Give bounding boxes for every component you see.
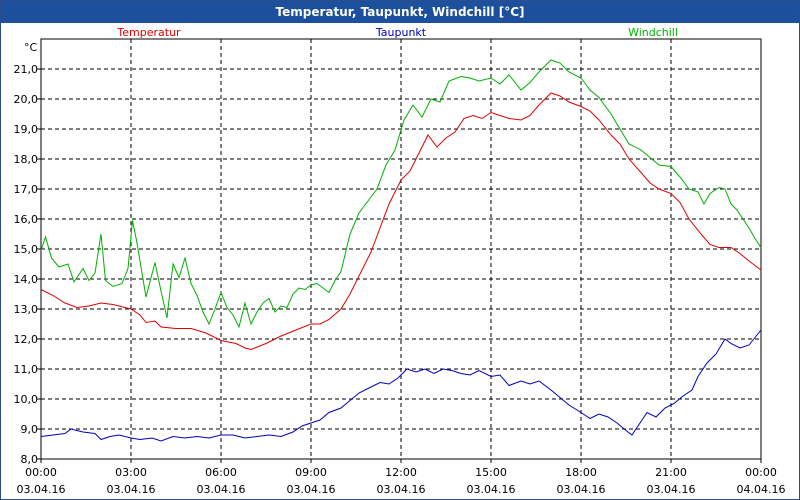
x-tick-time: 18:00 [565, 466, 597, 479]
y-tick-label: 11,0 [14, 363, 39, 376]
x-tick-date: 03.04.16 [377, 483, 426, 496]
window-title: Temperatur, Taupunkt, Windchill [°C] [1, 1, 799, 23]
x-tick-date: 03.04.16 [197, 483, 246, 496]
x-tick-time: 00:00 [25, 466, 57, 479]
y-tick-label: 17,0 [14, 183, 39, 196]
x-tick-date: 03.04.16 [647, 483, 696, 496]
y-tick-label: 21,0 [14, 63, 39, 76]
y-tick-label: 18,0 [14, 153, 39, 166]
x-tick-date: 03.04.16 [17, 483, 66, 496]
y-tick-label: 12,0 [14, 333, 39, 346]
series-line-windchill [40, 59, 762, 329]
x-tick-date: 03.04.16 [287, 483, 336, 496]
y-tick-label: 10,0 [14, 393, 39, 406]
legend-entry-windchill: Windchill [628, 26, 678, 39]
y-tick-label: 16,0 [14, 213, 39, 226]
x-tick-time: 12:00 [385, 466, 417, 479]
y-tick-label: 19,0 [14, 123, 39, 136]
legend-entry-temperatur: Temperatur [116, 26, 181, 39]
line-chart: 8,0 9,0 10,0 11,0 12,0 13,0 14,0 15,0 16,0 17,0 18… [14, 26, 786, 496]
y-axis-ticks: 8,0 9,0 10,0 11,0 12,0 13,0 14,0 15,0 16,0 17,0 18… [14, 63, 41, 466]
y-tick-label: 13,0 [14, 303, 39, 316]
x-tick-time: 21:00 [655, 466, 687, 479]
legend: Temperatur Taupunkt Windchill [116, 26, 678, 39]
grid-lines [41, 39, 761, 459]
x-tick-time: 06:00 [205, 466, 237, 479]
series-lines [40, 59, 762, 442]
legend-entry-taupunkt: Taupunkt [375, 26, 427, 39]
x-tick-date: 03.04.16 [107, 483, 156, 496]
y-axis-label: °C [24, 41, 38, 54]
series-line-taupunkt [40, 329, 762, 442]
x-tick-date: 03.04.16 [557, 483, 606, 496]
series-line-temperatur [40, 92, 762, 351]
x-axis-ticks: 00:00 03.04.16 03:00 03.04.16 06:00 03.04.16 0… [17, 459, 786, 496]
y-tick-label: 20,0 [14, 93, 39, 106]
x-tick-date: 04.04.16 [737, 483, 786, 496]
x-tick-time: 03:00 [115, 466, 147, 479]
y-tick-label: 14,0 [14, 273, 39, 286]
x-tick-time: 15:00 [475, 466, 507, 479]
x-tick-time: 00:00 [745, 466, 777, 479]
y-tick-label: 15,0 [14, 243, 39, 256]
y-tick-label: 9,0 [21, 423, 39, 436]
x-tick-date: 03.04.16 [467, 483, 516, 496]
x-tick-time: 09:00 [295, 466, 327, 479]
y-tick-label: 8,0 [21, 453, 39, 466]
